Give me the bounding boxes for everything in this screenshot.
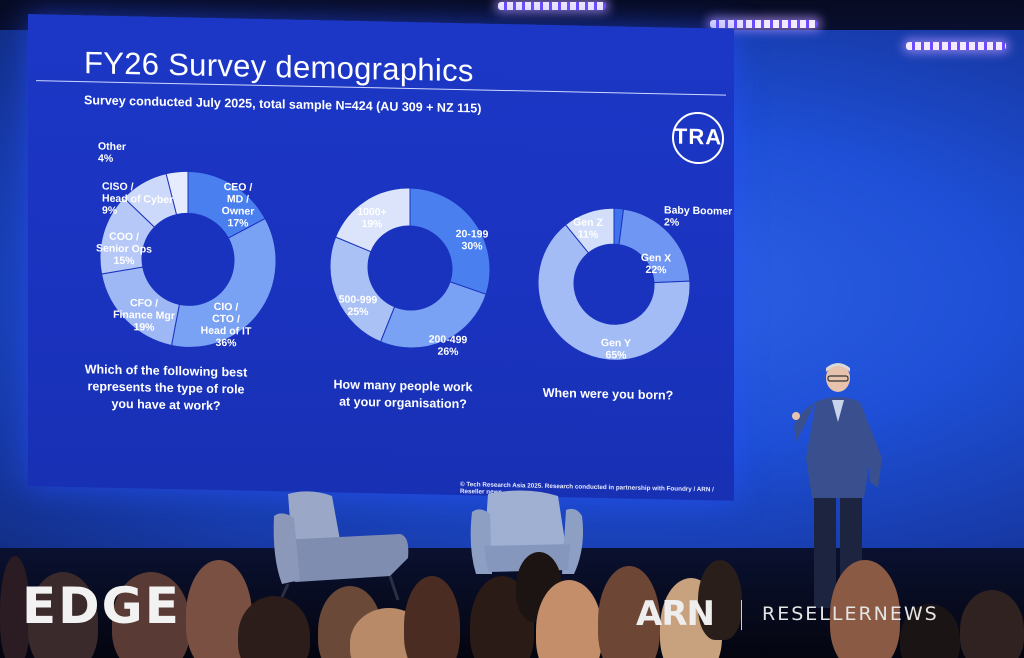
donut-chart-generation: Baby Boomer2% Gen X22% Gen Y65% Gen Z11%	[537, 204, 732, 362]
presentation-slide: FY26 Survey demographics Survey conducte…	[28, 14, 734, 501]
slice-label: 500-99925%	[339, 294, 378, 319]
audience-head	[0, 556, 30, 658]
audience-head	[830, 560, 900, 658]
slice-label: Other4%	[98, 140, 126, 165]
tra-logo-text: TRA	[673, 123, 723, 150]
slice-label: COO /Senior Ops15%	[96, 230, 152, 267]
audience-head	[536, 580, 602, 658]
slice-label: Gen Y65%	[601, 337, 631, 362]
slice-label: 1000+19%	[357, 206, 386, 231]
arn-logo: ARN	[636, 594, 715, 634]
slice-label: Gen X22%	[641, 252, 671, 277]
donut-chart-org-size: 20-19930% 200-49926% 500-99925% 1000+19%	[329, 187, 491, 358]
slice-label: CISO /Head of Cyber9%	[102, 181, 173, 218]
slide-subtitle: Survey conducted July 2025, total sample…	[84, 93, 482, 116]
armchair-right	[470, 490, 583, 574]
slice-label: CEO /MD /Owner17%	[222, 181, 255, 230]
question-org-size: How many people work at your organisatio…	[333, 377, 473, 412]
question-generation: When were you born?	[542, 385, 674, 403]
slice-label: 200-49926%	[429, 333, 468, 358]
donut-hole	[368, 225, 452, 311]
armchair-left	[273, 491, 409, 607]
slice-label: CFO /Finance Mgr19%	[113, 297, 175, 334]
slice-label: Baby Boomer2%	[664, 204, 732, 229]
reseller-news-logo: RESELLERNEWS	[762, 603, 939, 625]
audience-head	[404, 576, 460, 658]
audience-head	[900, 604, 960, 658]
donut-hole	[142, 213, 234, 306]
slice-label: CIO /CTO /Head of IT36%	[201, 301, 252, 350]
audience-head	[598, 566, 660, 658]
donut-hole	[574, 244, 654, 325]
audience-head	[112, 572, 190, 658]
audience-head	[238, 596, 310, 658]
stage-light	[498, 2, 606, 10]
edge-logo: EDGE	[22, 577, 181, 635]
logo-divider	[741, 600, 742, 630]
stage-light	[710, 20, 818, 28]
audience-head	[960, 590, 1024, 658]
slice-label: 20-19930%	[456, 228, 489, 253]
tra-logo: TRA	[670, 109, 726, 166]
question-role: Which of the following best represents t…	[84, 362, 248, 413]
audience-head	[698, 560, 742, 640]
presenter	[792, 363, 882, 608]
stage-light	[906, 42, 1006, 50]
audience-head	[28, 572, 98, 658]
donut-chart-role: CEO /MD /Owner17% CIO /CTO /Head of IT36%…	[96, 140, 277, 350]
slice-label: Gen Z11%	[573, 216, 603, 241]
